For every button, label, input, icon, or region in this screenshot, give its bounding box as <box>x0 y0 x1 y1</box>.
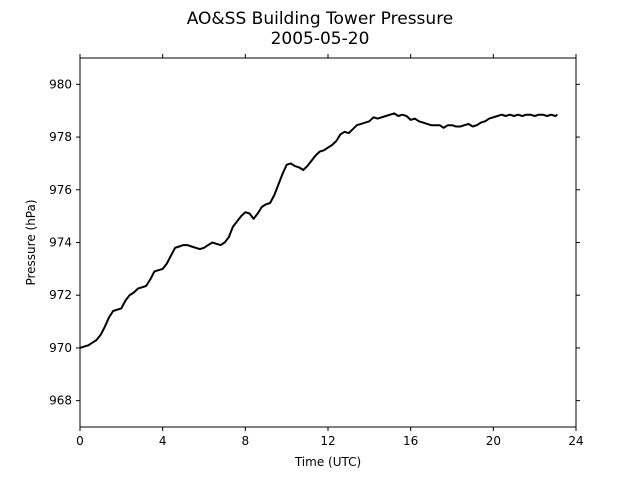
x-tick-label: 12 <box>320 434 335 448</box>
pressure-series-line <box>79 112 558 349</box>
y-axis-label: Pressure (hPa) <box>24 199 38 285</box>
x-tick-label: 8 <box>242 434 250 448</box>
y-tick-label: 976 <box>49 183 72 197</box>
series-layer <box>79 112 558 349</box>
y-tick-label: 968 <box>49 394 72 408</box>
x-tick-label: 4 <box>159 434 167 448</box>
axis-ticks: 0 4 8 12 16 20 24 968 970 972 974 976 978 980 <box>49 54 584 448</box>
y-tick-label: 978 <box>49 130 72 144</box>
x-tick-label: 20 <box>486 434 501 448</box>
y-tick-label: 980 <box>49 77 72 91</box>
plot-frame <box>79 57 577 428</box>
y-tick-label: 972 <box>49 288 72 302</box>
x-axis-label: Time (UTC) <box>294 455 361 469</box>
x-tick-label: 16 <box>403 434 418 448</box>
y-tick-label: 974 <box>49 236 72 250</box>
x-tick-label: 24 <box>568 434 583 448</box>
chart-subtitle: 2005-05-20 <box>271 29 370 49</box>
chart-title: AO&SS Building Tower Pressure <box>187 9 454 29</box>
x-tick-label: 0 <box>76 434 84 448</box>
y-tick-label: 970 <box>49 341 72 355</box>
